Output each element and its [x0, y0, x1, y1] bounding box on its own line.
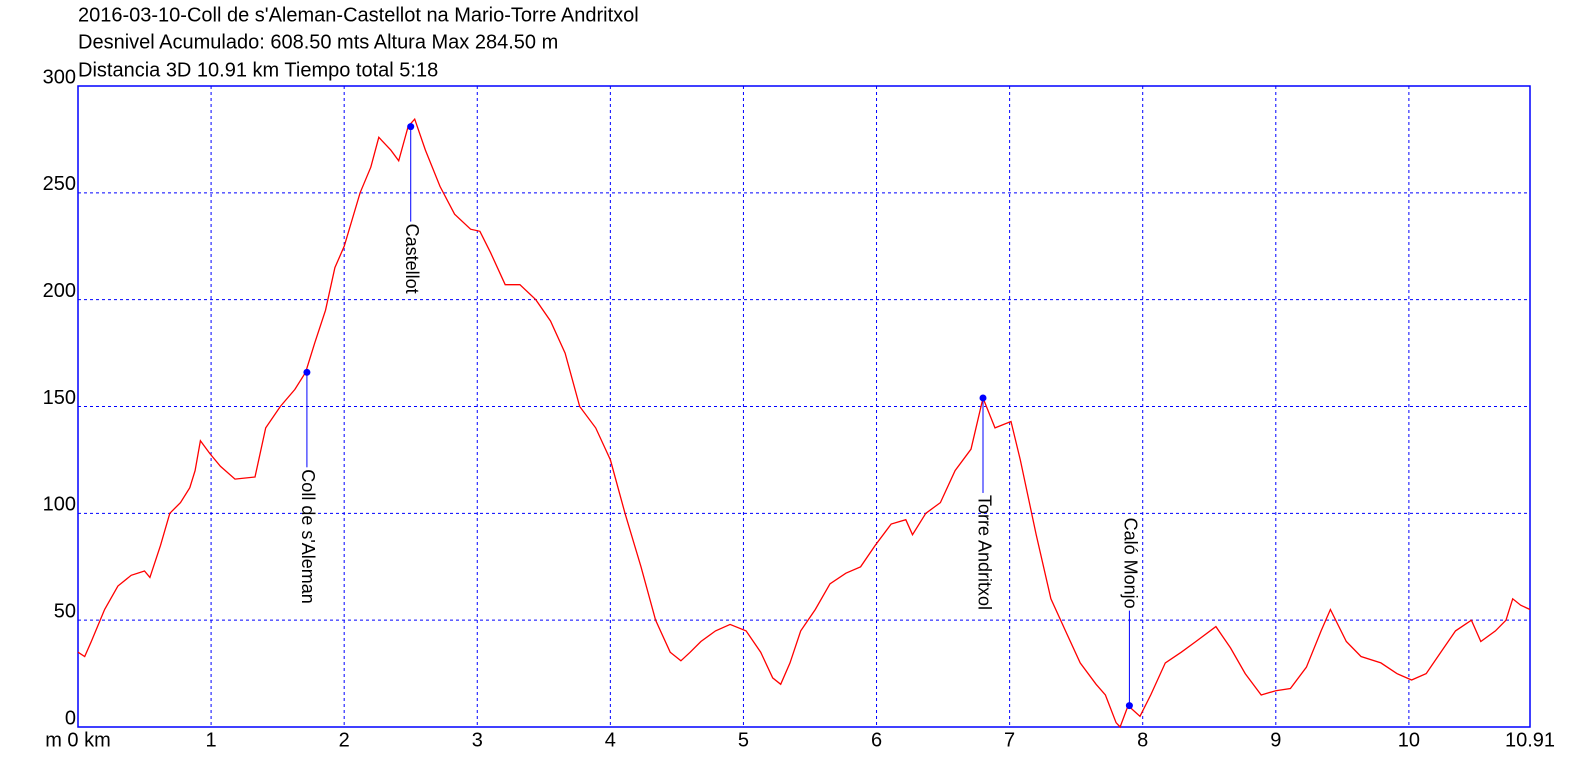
- title-line: Distancia 3D 10.91 km Tiempo total 5:18: [78, 59, 438, 81]
- x-tick-label: 2: [339, 729, 350, 751]
- y-tick-label: 250: [43, 173, 76, 195]
- x-tick-label: m 0 km: [45, 729, 111, 751]
- waypoint-label: Coll de s'Aleman: [298, 469, 318, 604]
- x-tick-label: 3: [472, 729, 483, 751]
- y-tick-label: 150: [43, 387, 76, 409]
- title-line: Desnivel Acumulado: 608.50 mts Altura Ma…: [78, 31, 558, 53]
- x-tick-label: 6: [871, 729, 882, 751]
- y-tick-label: 0: [65, 707, 76, 729]
- waypoint-label: Castellot: [402, 224, 422, 294]
- x-tick-label: 8: [1137, 729, 1148, 751]
- waypoint-marker: [303, 368, 311, 376]
- plot-frame: [77, 85, 1531, 728]
- waypoint-label: Torre Andritxol: [974, 495, 994, 610]
- y-tick-label: 100: [43, 494, 76, 516]
- x-tick-label: 7: [1004, 729, 1015, 751]
- y-tick-label: 300: [43, 66, 76, 88]
- y-tick-label: 50: [54, 600, 76, 622]
- waypoint-label: Caló Monjo: [1121, 518, 1141, 609]
- waypoint-marker: [1125, 702, 1133, 710]
- x-tick-label: 5: [738, 729, 749, 751]
- waypoint-marker: [407, 123, 415, 131]
- x-tick-label: 9: [1270, 729, 1281, 751]
- x-tick-label: 1: [206, 729, 217, 751]
- x-tick-label: 10: [1398, 729, 1420, 751]
- elevation-line: [77, 117, 1531, 729]
- x-tick-label: 10.91: [1505, 729, 1555, 751]
- x-tick-label: 4: [605, 729, 616, 751]
- title-line: 2016-03-10-Coll de s'Aleman-Castellot na…: [78, 4, 639, 26]
- y-tick-label: 200: [43, 280, 76, 302]
- waypoint-marker: [979, 394, 987, 402]
